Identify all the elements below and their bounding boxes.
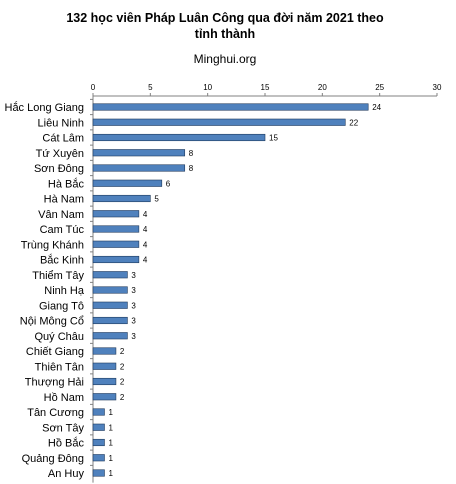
x-tick-label: 30 <box>433 83 442 92</box>
data-label: 4 <box>143 256 148 265</box>
data-label: 1 <box>108 439 113 448</box>
data-label: 4 <box>143 210 148 219</box>
bar <box>92 408 105 416</box>
x-tick-label: 25 <box>375 83 384 92</box>
data-label: 3 <box>131 332 136 341</box>
bar <box>92 118 346 126</box>
category-label: Hồ Nam <box>44 392 84 404</box>
bar <box>92 271 128 279</box>
category-label: Hà Nam <box>44 194 84 206</box>
data-label: 1 <box>108 408 113 417</box>
category-label: Hồ Bắc <box>48 437 85 450</box>
category-label: Quý Châu <box>34 331 84 343</box>
bar <box>92 301 128 309</box>
category-label: Hà Bắc <box>48 177 85 190</box>
category-label: Tân Cương <box>27 407 84 419</box>
data-label: 1 <box>108 454 113 463</box>
bar <box>92 103 369 111</box>
x-tick-label: 10 <box>203 83 212 92</box>
bar <box>92 149 186 157</box>
data-label: 1 <box>108 423 113 432</box>
bar <box>92 347 117 355</box>
data-label: 4 <box>143 225 148 234</box>
data-label: 2 <box>120 393 125 402</box>
data-label: 2 <box>120 362 125 371</box>
data-label: 3 <box>131 317 136 326</box>
bar <box>92 377 117 386</box>
bar <box>92 469 105 477</box>
category-label: Tứ Xuyên <box>36 148 84 160</box>
bar <box>92 255 140 264</box>
data-label: 2 <box>120 378 125 387</box>
data-label: 3 <box>131 271 136 280</box>
category-label: Thượng Hải <box>25 377 84 389</box>
category-label: Liêu Ninh <box>38 117 84 129</box>
data-label: 24 <box>372 103 381 112</box>
bar <box>92 240 140 248</box>
data-label: 8 <box>189 149 194 158</box>
category-label: Cam Túc <box>40 224 85 236</box>
data-label: 15 <box>269 134 278 143</box>
category-label: Bắc Kinh <box>40 254 84 267</box>
category-label: Giang Tô <box>39 300 84 312</box>
data-label: 4 <box>143 240 148 249</box>
category-label: Thiên Tân <box>35 361 84 373</box>
category-label: Quảng Đông <box>22 453 84 465</box>
data-label: 6 <box>166 179 171 188</box>
chart-title-line-2: tỉnh thành <box>194 27 256 41</box>
data-label: 2 <box>120 347 125 356</box>
category-label: Hắc Long Giang <box>5 101 85 114</box>
bar <box>92 164 186 172</box>
category-label: An Huy <box>48 468 85 480</box>
bar <box>92 179 163 187</box>
bar <box>92 362 117 370</box>
data-label: 1 <box>108 469 113 478</box>
category-label: Thiểm Tây <box>32 270 84 282</box>
bar <box>92 438 105 447</box>
data-label: 22 <box>349 118 358 127</box>
x-tick-label: 5 <box>148 83 153 92</box>
bar <box>92 316 128 325</box>
category-label: Sơn Đông <box>34 163 84 175</box>
bar <box>92 225 140 233</box>
bar <box>92 133 266 142</box>
category-label: Trùng Khánh <box>21 239 84 251</box>
data-label: 3 <box>131 286 136 295</box>
category-label: Sơn Tây <box>42 422 84 434</box>
x-tick-label: 0 <box>91 83 96 92</box>
data-label: 5 <box>154 195 159 204</box>
bar <box>92 286 128 294</box>
category-label: Vân Nam <box>38 209 84 221</box>
data-label: 8 <box>189 164 194 173</box>
chart-title-line-1: 132 học viên Pháp Luân Công qua đời năm … <box>66 11 384 25</box>
bar <box>92 194 151 203</box>
bar <box>92 393 117 401</box>
chart-subtitle: Minghui.org <box>193 52 257 66</box>
data-label: 3 <box>131 301 136 310</box>
x-tick-label: 20 <box>318 83 327 92</box>
category-label: Chiết Giang <box>26 346 84 358</box>
bar <box>92 454 105 462</box>
x-tick-label: 15 <box>261 83 270 92</box>
category-label: Nội Mông Cổ <box>20 316 84 328</box>
bar <box>92 423 105 431</box>
category-label: Ninh Hạ <box>44 285 85 297</box>
bar <box>92 210 140 218</box>
category-label: Cát Lâm <box>42 133 84 145</box>
bar <box>92 332 128 340</box>
